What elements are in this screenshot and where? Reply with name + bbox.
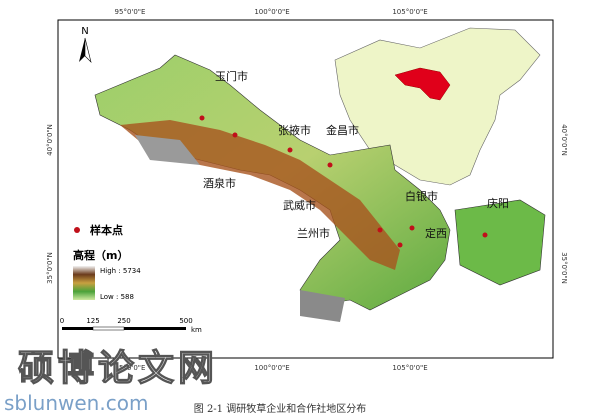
scale-unit: km [191,326,202,334]
sample-point [287,147,293,153]
legend-symbol [74,227,80,233]
watermark: 硕博论文网 [18,348,218,389]
city-label: 白银市 [405,189,438,203]
city-label: 兰州市 [297,226,330,240]
caption: 图 2-1 调研牧草企业和合作社地区分布 [194,402,366,415]
sample-point [232,132,238,138]
north-arrow [84,37,92,63]
gansu-highlight [394,67,451,101]
watermark-url: sblunwen.com [4,391,148,415]
city-label: 玉门市 [215,69,248,83]
latitude-label: 40°0'0"N [46,124,54,156]
scale-label: 500 [179,317,192,325]
sample-point [327,162,333,168]
sample-point [377,227,383,233]
longitude-label: 100°0'0"E [254,8,289,16]
longitude-label: 95°0'0"E [115,364,146,372]
city-label: 武威市 [283,198,316,212]
sample-point [482,232,488,238]
scale-label: 250 [117,317,130,325]
longitude-label: 105°0'0"E [392,364,427,372]
city-label: 庆阳 [487,196,509,210]
longitude-label: 95°0'0"E [115,8,146,16]
legend-label: 样本点 [90,223,123,237]
scale-bar [124,327,186,330]
qingyang-region [454,199,546,286]
high-peaks [135,135,200,165]
scale-bar [92,326,125,331]
legend-label: High : 5734 [100,267,141,275]
city-label: 张掖市 [278,123,311,137]
legend-ramp [73,266,95,300]
city-label: 金昌市 [326,123,359,137]
sample-point [397,242,403,248]
city-label: 定西 [425,226,447,240]
high-peaks [300,290,345,322]
city-label: 酒泉市 [203,176,236,190]
latitude-label: 40°0'0"N [560,124,568,156]
latitude-label: 35°0'0"N [560,252,568,284]
legend-title: 高程（m） [73,248,128,262]
scale-bar [62,327,93,330]
sample-point [409,225,415,231]
north-arrow-label: N [81,26,88,37]
scale-label: 0 [60,317,64,325]
north-arrow [79,38,85,62]
sample-points [199,115,488,248]
longitude-label: 105°0'0"E [392,8,427,16]
scale-label: 125 [86,317,99,325]
legend-label: Low : 588 [100,293,134,301]
longitude-label: 100°0'0"E [254,364,289,372]
latitude-label: 35°0'0"N [46,252,54,284]
sample-point [199,115,205,121]
